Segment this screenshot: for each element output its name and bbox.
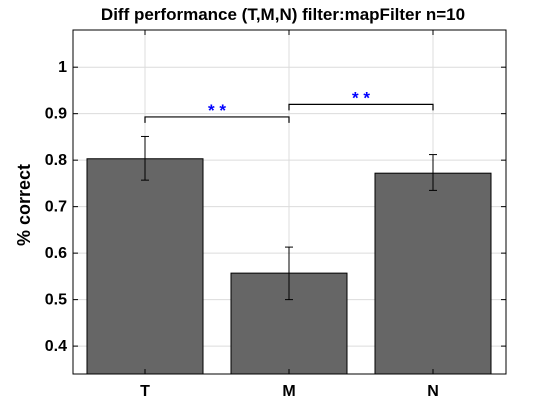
chart-title: Diff performance (T,M,N) filter:mapFilte… xyxy=(101,5,465,24)
y-tick-label-4: 0.8 xyxy=(45,152,67,169)
y-tick-label-6: 1 xyxy=(58,59,67,76)
significance-stars-0: * * xyxy=(208,101,226,120)
x-tick-label-T: T xyxy=(140,383,150,400)
y-tick-label-0: 0.4 xyxy=(45,338,67,355)
significance-bracket-0 xyxy=(144,116,290,123)
significance-markers: * * * * xyxy=(144,88,434,123)
x-tick-label-N: N xyxy=(427,383,439,400)
y-ticks: 0.4 0.5 0.6 0.7 0.8 0.9 1 xyxy=(45,59,506,355)
bar-T xyxy=(86,158,204,375)
significance-stars-1: * * xyxy=(352,88,370,107)
y-tick-label-1: 0.5 xyxy=(45,292,67,309)
error-bars xyxy=(141,135,437,301)
bar-N xyxy=(374,172,492,375)
significance-bracket-1 xyxy=(288,103,434,111)
y-tick-label-3: 0.7 xyxy=(45,199,67,216)
x-tick-label-M: M xyxy=(282,383,295,400)
y-axis-label: % correct xyxy=(14,164,34,246)
y-tick-label-2: 0.6 xyxy=(45,245,67,262)
y-tick-label-5: 0.9 xyxy=(45,106,67,123)
